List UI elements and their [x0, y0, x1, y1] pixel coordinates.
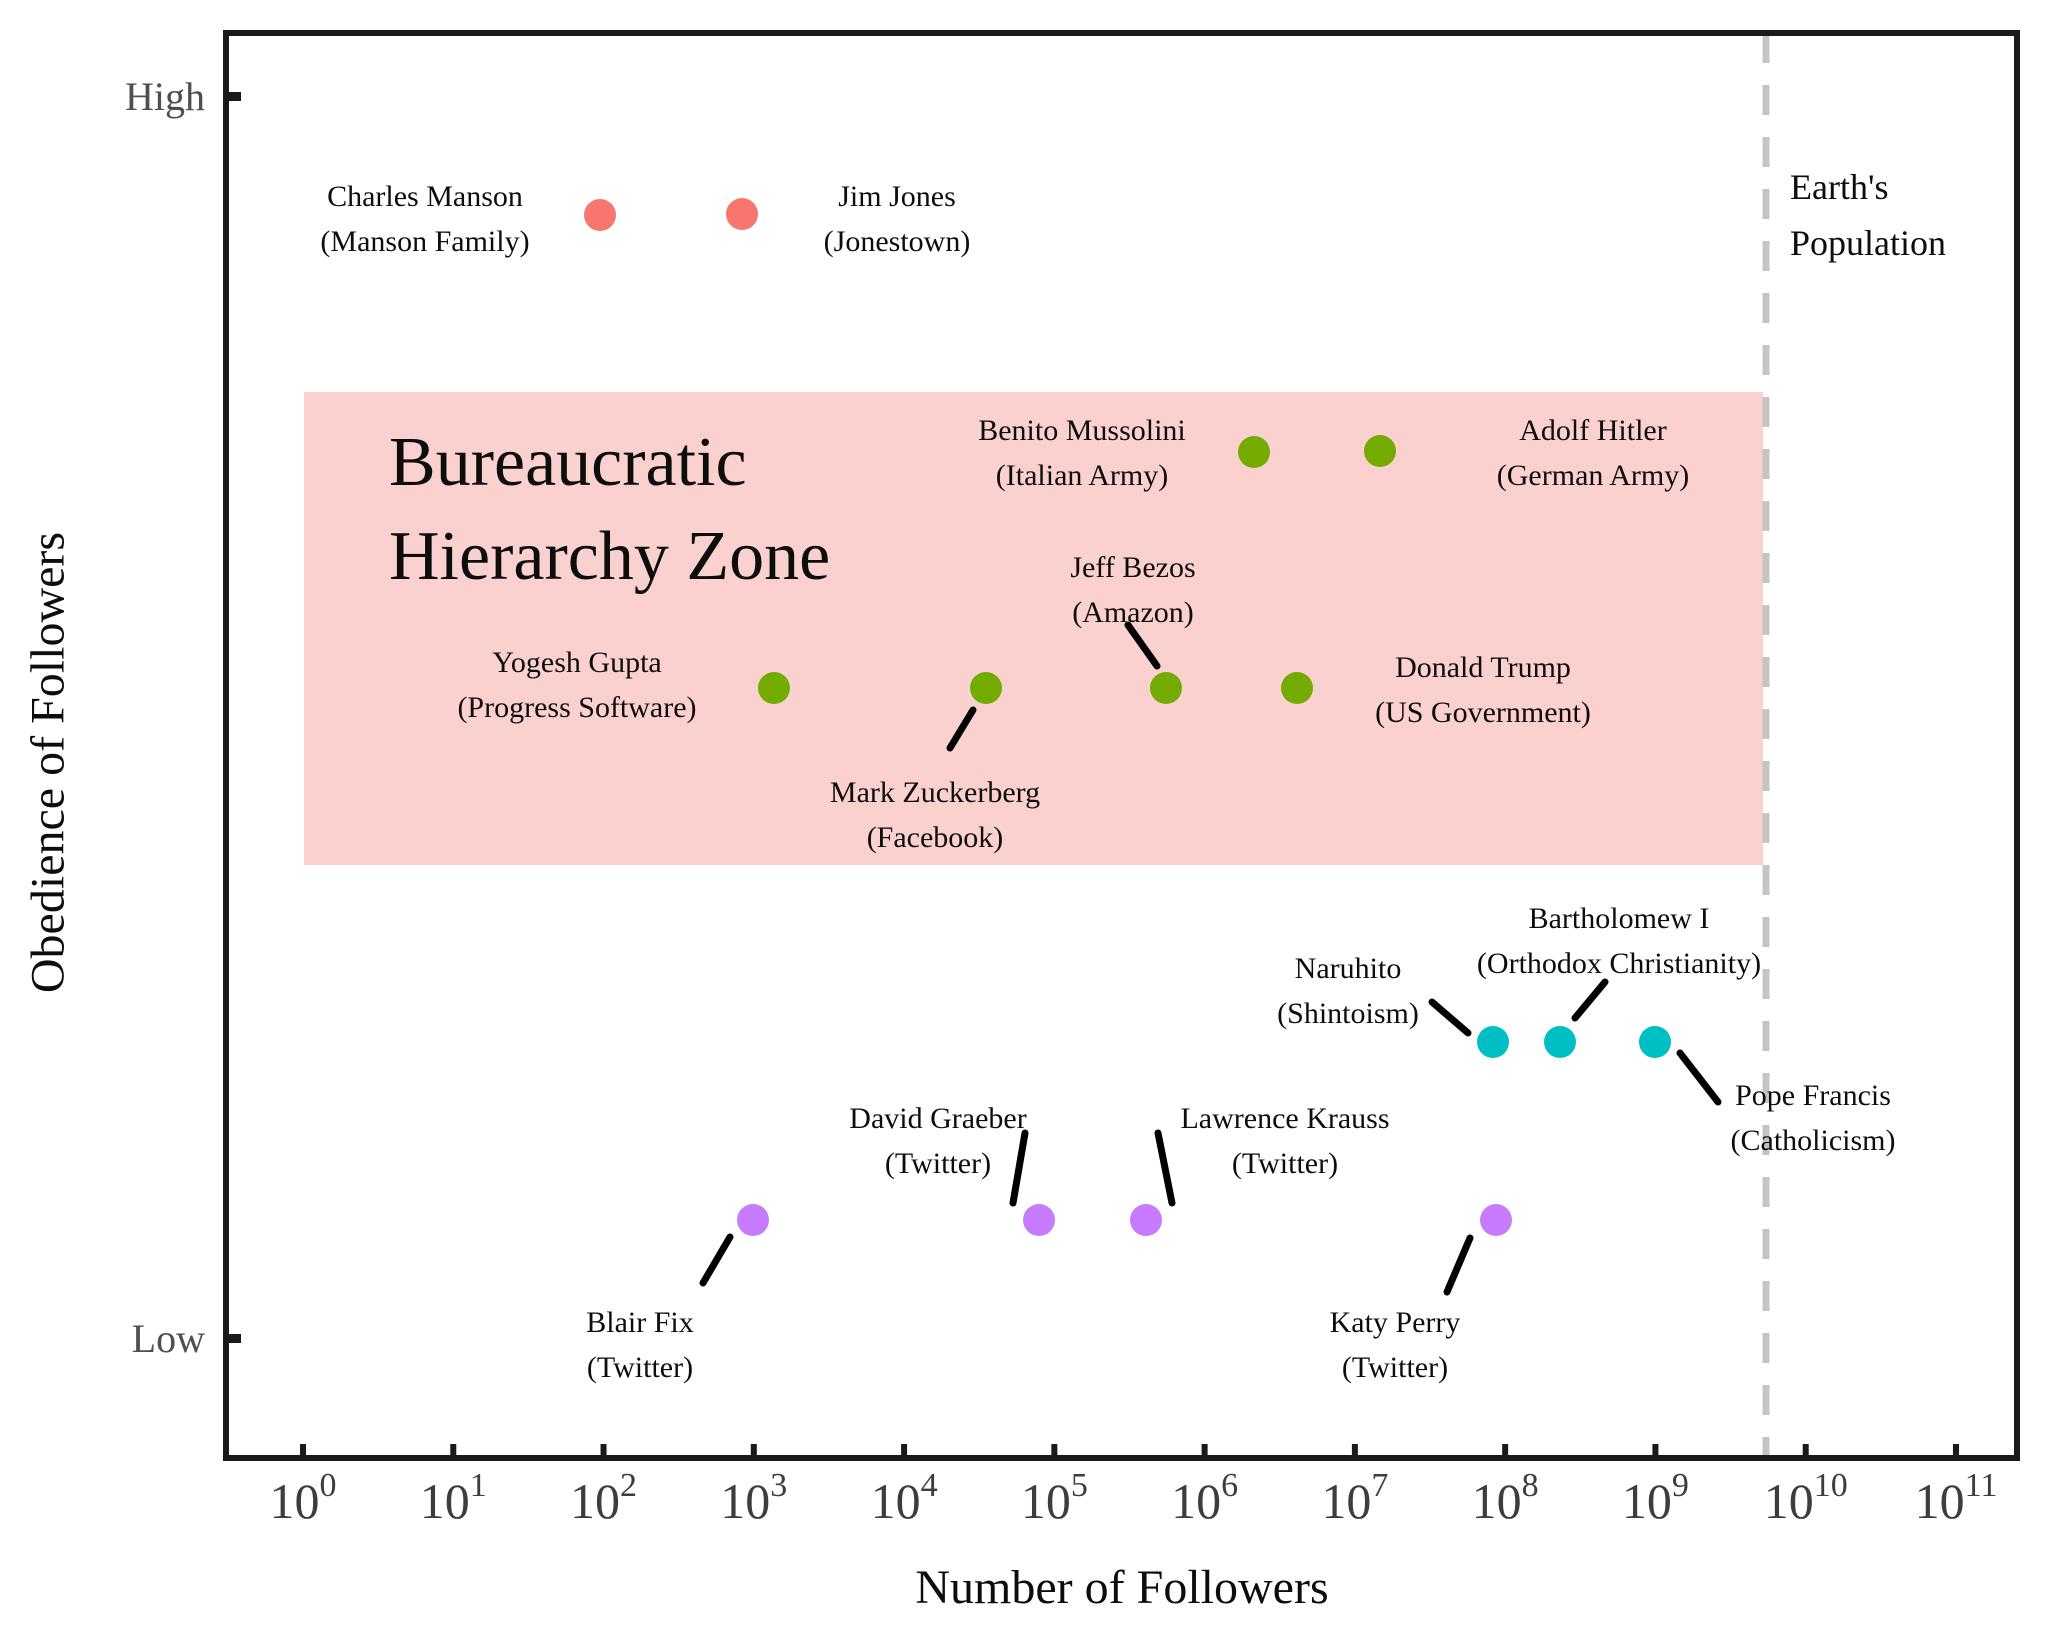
label-donald-trump: Donald Trump — [1395, 651, 1571, 684]
point-bartholomew-i — [1544, 1026, 1576, 1058]
zone-title-line2: Hierarchy Zone — [389, 518, 831, 595]
point-adolf-hitler — [1364, 435, 1396, 467]
x-tick-label-4: 104 — [871, 1467, 938, 1529]
label-org-benito-mussolini: (Italian Army) — [996, 459, 1168, 492]
x-tick-0 — [300, 1444, 306, 1456]
point-lawrence-krauss — [1130, 1204, 1162, 1236]
label-org-yogesh-gupta: (Progress Software) — [457, 691, 696, 724]
callout-lawrence-krauss — [1154, 1129, 1176, 1207]
y-axis-title: Obedience of Followers — [21, 531, 75, 994]
label-charles-manson: Charles Manson — [327, 180, 523, 213]
x-tick-label-11: 1011 — [1915, 1467, 1998, 1529]
y-tick-label-high: High — [125, 74, 205, 119]
label-naruhito: Naruhito — [1295, 952, 1402, 985]
label-adolf-hitler: Adolf Hitler — [1519, 414, 1666, 447]
label-blair-fix: Blair Fix — [586, 1306, 694, 1339]
label-mark-zuckerberg: Mark Zuckerberg — [830, 776, 1040, 809]
plot-border — [223, 30, 2020, 1461]
x-tick-1 — [450, 1444, 457, 1456]
zone-title-line1: Bureaucratic — [389, 424, 747, 501]
earth-population-label-line2: Population — [1790, 223, 1947, 263]
x-tick-label-1: 101 — [420, 1467, 487, 1529]
x-tick-label-9: 109 — [1622, 1467, 1689, 1529]
label-org-donald-trump: (US Government) — [1375, 696, 1591, 729]
y-tick-low — [229, 1334, 241, 1343]
x-tick-2 — [600, 1444, 607, 1456]
x-tick-label-7: 107 — [1321, 1467, 1388, 1529]
x-tick-label-10: 1010 — [1764, 1467, 1848, 1529]
label-benito-mussolini: Benito Mussolini — [978, 414, 1186, 447]
x-tick-label-8: 108 — [1472, 1467, 1539, 1529]
label-jim-jones: Jim Jones — [838, 180, 956, 213]
callout-bartholomew-i — [1571, 978, 1609, 1022]
label-org-charles-manson: (Manson Family) — [320, 225, 529, 258]
point-naruhito — [1477, 1026, 1509, 1058]
callout-david-graeber — [1009, 1129, 1029, 1207]
label-david-graeber: David Graeber — [849, 1102, 1026, 1135]
x-tick-label-2: 102 — [570, 1467, 637, 1529]
label-org-david-graeber: (Twitter) — [885, 1147, 991, 1180]
x-tick-11 — [1952, 1444, 1959, 1456]
point-charles-manson — [584, 199, 616, 231]
x-tick-8 — [1502, 1444, 1509, 1456]
point-pope-francis — [1639, 1026, 1671, 1058]
label-org-bartholomew-i: (Orthodox Christianity) — [1477, 947, 1761, 980]
callout-jeff-bezos — [1124, 621, 1161, 670]
x-tick-4 — [901, 1444, 908, 1456]
x-tick-3 — [750, 1444, 757, 1456]
callout-mark-zuckerberg — [946, 706, 977, 752]
x-tick-label-3: 103 — [720, 1467, 787, 1529]
point-blair-fix — [737, 1204, 769, 1236]
label-org-adolf-hitler: (German Army) — [1497, 459, 1689, 492]
label-yogesh-gupta: Yogesh Gupta — [492, 646, 661, 679]
label-org-mark-zuckerberg: (Facebook) — [867, 821, 1004, 854]
bureaucratic-zone-band — [304, 392, 1763, 865]
earth-population-label-line1: Earth's — [1790, 167, 1889, 207]
label-org-pope-francis: (Catholicism) — [1731, 1124, 1896, 1157]
label-org-jeff-bezos: (Amazon) — [1072, 596, 1194, 629]
label-jeff-bezos: Jeff Bezos — [1070, 551, 1195, 584]
label-bartholomew-i: Bartholomew I — [1529, 902, 1710, 935]
callout-pope-francis — [1676, 1049, 1722, 1106]
x-tick-9 — [1652, 1444, 1659, 1456]
x-tick-6 — [1201, 1444, 1208, 1456]
label-org-naruhito: (Shintoism) — [1277, 997, 1419, 1030]
callout-naruhito — [1428, 998, 1472, 1037]
label-katy-perry: Katy Perry — [1330, 1306, 1461, 1339]
point-benito-mussolini — [1238, 436, 1270, 468]
label-org-jim-jones: (Jonestown) — [824, 225, 971, 258]
point-mark-zuckerberg — [970, 672, 1002, 704]
x-tick-label-5: 105 — [1021, 1467, 1088, 1529]
y-tick-label-low: Low — [132, 1316, 205, 1361]
x-tick-label-0: 100 — [270, 1467, 337, 1529]
point-donald-trump — [1281, 672, 1313, 704]
x-tick-7 — [1351, 1444, 1358, 1456]
zone-title: Bureaucratic Hierarchy Zone — [389, 416, 830, 604]
earth-population-label: Earth's Population — [1790, 159, 1946, 271]
point-yogesh-gupta — [758, 672, 790, 704]
x-tick-5 — [1051, 1444, 1058, 1456]
callout-katy-perry — [1443, 1234, 1474, 1296]
label-pope-francis: Pope Francis — [1735, 1079, 1891, 1112]
x-tick-10 — [1802, 1444, 1809, 1456]
point-david-graeber — [1023, 1204, 1055, 1236]
x-tick-label-6: 106 — [1171, 1467, 1238, 1529]
x-axis-title: Number of Followers — [915, 1561, 1329, 1614]
label-lawrence-krauss: Lawrence Krauss — [1180, 1102, 1389, 1135]
point-jim-jones — [726, 198, 758, 230]
point-jeff-bezos — [1150, 672, 1182, 704]
point-katy-perry — [1480, 1204, 1512, 1236]
label-org-blair-fix: (Twitter) — [587, 1351, 693, 1384]
y-tick-high — [229, 92, 241, 101]
label-org-lawrence-krauss: (Twitter) — [1232, 1147, 1338, 1180]
label-org-katy-perry: (Twitter) — [1342, 1351, 1448, 1384]
callout-blair-fix — [699, 1233, 734, 1287]
